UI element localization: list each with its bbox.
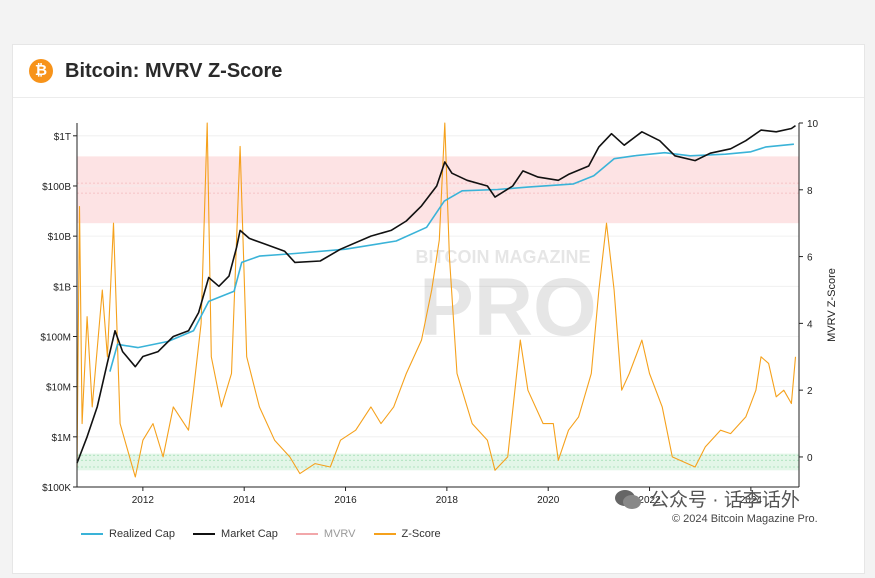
- mvrv-z-score-chart: BITCOIN MAGAZINE PRO $100K$1M$10M$100M$1…: [40, 119, 838, 506]
- legend-item-market-cap[interactable]: Market Cap: [193, 526, 278, 542]
- zone-bands: [77, 135, 799, 488]
- x-tick-label: 2012: [132, 495, 155, 506]
- x-tick-label: 2020: [537, 495, 560, 506]
- axes: $100K $1M $10M $100M $1B $10B $100B $1T 0 2 4 6 8 10 2…: [40, 119, 818, 506]
- bitcoin-logo-icon: ₿: [29, 59, 53, 83]
- right-tick-label: 0: [807, 453, 813, 464]
- right-tick-label: 4: [807, 319, 813, 330]
- legend-label: MVRV: [323, 528, 356, 540]
- series-line-realized-cap: [109, 143, 794, 372]
- wechat-account-name: 公众号 · 话李话外: [650, 490, 800, 511]
- band-top: [77, 156, 799, 224]
- right-tick-label: 6: [807, 253, 813, 264]
- x-tick-label: 2024: [740, 495, 763, 506]
- wechat-icon: [615, 489, 641, 509]
- legend-swatch: [295, 533, 318, 535]
- legend-item-realized-cap[interactable]: Realized Cap: [81, 526, 175, 542]
- left-tick-label: $100M: [40, 332, 71, 343]
- series-lines: [76, 122, 797, 478]
- left-tick-label: $1B: [53, 282, 71, 293]
- watermark-line2: PRO: [419, 262, 597, 353]
- band-bottom: [77, 453, 799, 471]
- wechat-watermark: 公众号 · 话李话外: [614, 485, 800, 512]
- legend-label: Market Cap: [221, 528, 278, 540]
- left-tick-label: $10B: [48, 232, 72, 243]
- right-axis-label: MVRV Z-Score: [826, 268, 838, 342]
- series-line-z-score: [76, 122, 797, 478]
- legend-item-z-score[interactable]: Z-Score: [373, 526, 441, 542]
- legend-label: Z-Score: [401, 528, 441, 540]
- x-tick-label: 2022: [638, 495, 661, 506]
- left-tick-label: $100B: [42, 182, 71, 193]
- right-tick-label: 8: [807, 186, 813, 197]
- series-line-market-cap: [76, 124, 796, 464]
- legend-label: Realized Cap: [109, 528, 176, 540]
- legend-swatch: [193, 533, 216, 535]
- legend-swatch: [81, 533, 103, 535]
- watermark-line1: BITCOIN MAGAZINE: [416, 247, 591, 267]
- chart-legend: Realized Cap Market Cap MVRV Z-Score: [81, 526, 441, 542]
- left-tick-label: $1T: [54, 132, 71, 143]
- left-tick-label: $10M: [46, 383, 71, 394]
- legend-item-mvrv[interactable]: MVRV: [295, 526, 356, 542]
- x-tick-label: 2014: [233, 495, 256, 506]
- x-tick-label: 2018: [436, 495, 459, 506]
- right-tick-label: 10: [807, 119, 819, 130]
- copyright-text: © 2024 Bitcoin Magazine Pro.: [672, 513, 818, 525]
- chart-card: ₿ Bitcoin: MVRV Z-Score BITCOIN MAGAZINE…: [12, 44, 865, 574]
- watermark: BITCOIN MAGAZINE PRO: [416, 247, 597, 353]
- left-tick-label: $1M: [52, 433, 71, 444]
- right-tick-label: 2: [807, 386, 813, 397]
- left-tick-label: $100K: [42, 483, 71, 494]
- x-tick-label: 2016: [334, 495, 357, 506]
- legend-swatch: [373, 533, 396, 535]
- chart-header: ₿ Bitcoin: MVRV Z-Score: [13, 45, 864, 98]
- page-title: Bitcoin: MVRV Z-Score: [65, 60, 283, 82]
